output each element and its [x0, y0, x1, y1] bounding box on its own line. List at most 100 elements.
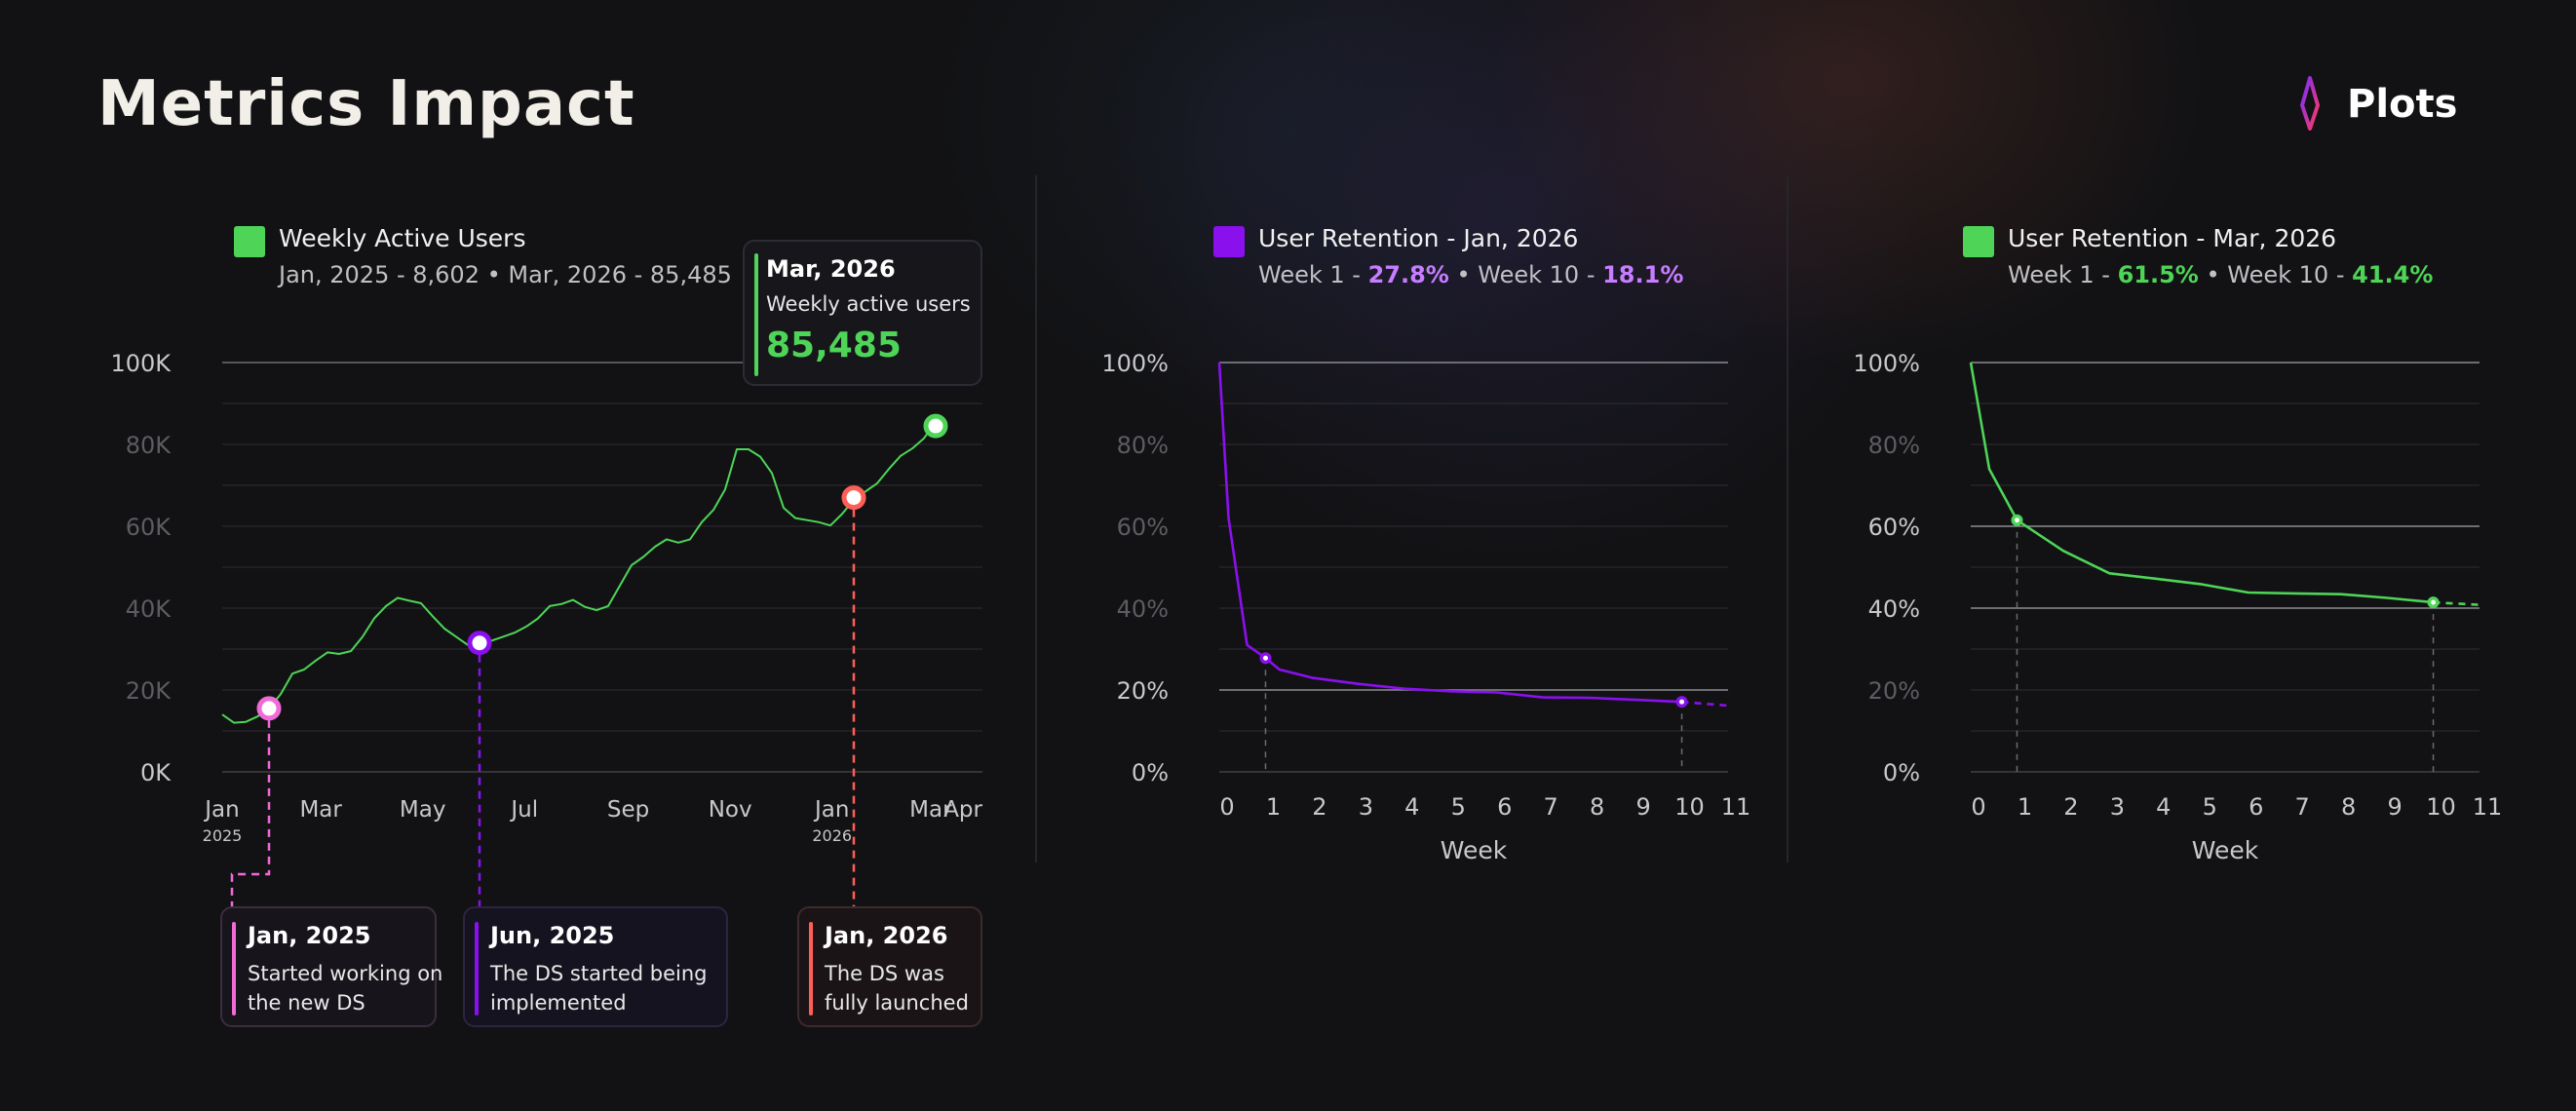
annotation-accent-bar	[232, 922, 236, 1015]
x-tick-label: 0	[1219, 793, 1234, 821]
x-tick-label: Jul	[509, 797, 538, 823]
x-tick-label: 7	[1544, 793, 1558, 821]
y-tick-label: 0%	[1883, 759, 1920, 786]
legend-swatch	[234, 226, 265, 257]
annotation-card: Jan, 2026 The DS was fully launched	[797, 906, 982, 1027]
y-tick-label: 60K	[126, 514, 173, 541]
legend-name: Weekly Active Users	[279, 224, 526, 252]
x-tick-label: 9	[2387, 793, 2402, 821]
series-line-projection	[1681, 700, 1729, 708]
x-tick-label: 0	[1971, 793, 1985, 821]
legend-swatch	[1213, 226, 1245, 257]
annotation-card: Jun, 2025 The DS started being implement…	[463, 906, 728, 1027]
annotation-text: The DS was fully launched	[825, 962, 969, 1015]
x-tick-year: 2026	[812, 826, 852, 845]
plots-logo-icon	[2283, 76, 2337, 131]
x-tick-label: 8	[1590, 793, 1604, 821]
annotation-date: Jun, 2025	[490, 922, 615, 949]
week1-value: 27.8%	[1367, 261, 1449, 288]
panel-divider	[1035, 175, 1037, 862]
y-tick-label: 80%	[1868, 432, 1920, 459]
highlight-point	[467, 631, 492, 656]
brand-name: Plots	[2347, 82, 2458, 127]
connector-line	[230, 719, 271, 911]
week10-value: 41.4%	[2352, 261, 2434, 288]
data-point-center	[1262, 655, 1268, 661]
x-tick-year: 2025	[203, 826, 243, 845]
data-point-center	[2431, 599, 2437, 605]
legend-summary: Week 1 - 27.8% • Week 10 - 18.1%	[1258, 261, 1683, 288]
x-tick-label: 10	[1674, 793, 1705, 821]
week1-value: 61.5%	[2117, 261, 2199, 288]
series-line	[221, 421, 937, 724]
annotation-accent-bar	[475, 922, 479, 1015]
x-tick-label: May	[400, 797, 446, 823]
series-line	[1217, 362, 1682, 704]
x-tick-label: Sep	[607, 797, 649, 823]
x-tick-label: 7	[2295, 793, 2310, 821]
x-tick-label: 11	[2473, 793, 2503, 821]
x-tick-label: Jan	[203, 797, 239, 823]
annotation-card: Jan, 2025 Started working on the new DS	[220, 906, 442, 1027]
legend-name: User Retention - Jan, 2026	[1258, 224, 1579, 252]
x-tick-label: 4	[2156, 793, 2171, 821]
panel-divider	[1787, 175, 1788, 862]
y-tick-label: 40K	[126, 595, 173, 623]
annotation-text: The DS started being implemented	[490, 962, 708, 1015]
data-point-center	[1679, 699, 1685, 705]
y-tick-label: 40%	[1117, 595, 1169, 623]
y-tick-label: 0K	[140, 759, 172, 786]
week10-label: Week 10 -	[2227, 261, 2353, 288]
x-tick-label: 9	[1635, 793, 1650, 821]
week10-label: Week 10 -	[1478, 261, 1603, 288]
tooltip-label: Weekly active users	[766, 292, 971, 316]
week10-value: 18.1%	[1602, 261, 1684, 288]
x-tick-label: 1	[2018, 793, 2032, 821]
data-point-center	[2014, 517, 2019, 523]
x-axis-label: Week	[1441, 836, 1508, 864]
legend-summary: Week 1 - 61.5% • Week 10 - 41.4%	[2008, 261, 2433, 288]
x-tick-label: 10	[2426, 793, 2456, 821]
x-tick-label: Nov	[709, 797, 752, 823]
week1-label: Week 1 -	[1258, 261, 1368, 288]
annotation-date: Jan, 2025	[248, 922, 371, 949]
series-line	[1969, 362, 2434, 604]
x-tick-label: 5	[1451, 793, 1466, 821]
x-tick-label: 4	[1404, 793, 1419, 821]
legend-name: User Retention - Mar, 2026	[2008, 224, 2337, 252]
y-tick-label: 100%	[1853, 350, 1920, 377]
brand: Plots	[2283, 76, 2457, 133]
x-axis-label: Week	[2192, 836, 2259, 864]
x-tick-label: 5	[2203, 793, 2217, 821]
y-tick-label: 40%	[1868, 595, 1920, 623]
x-tick-label: Apr	[943, 797, 982, 823]
x-tick-label: Mar	[299, 797, 342, 823]
tooltip-value: 85,485	[766, 326, 902, 365]
y-tick-label: 80%	[1117, 432, 1169, 459]
y-tick-label: 0%	[1132, 759, 1169, 786]
x-tick-label: 1	[1266, 793, 1281, 821]
tooltip-accent-bar	[754, 253, 758, 376]
annotation-text: Started working on the new DS	[248, 962, 443, 1015]
separator: •	[2198, 261, 2228, 288]
separator: •	[1448, 261, 1479, 288]
annotation-accent-bar	[809, 922, 813, 1015]
highlight-point	[841, 485, 866, 511]
x-tick-label: Jan	[813, 797, 849, 823]
x-tick-label: 2	[1312, 793, 1326, 821]
highlight-point	[923, 413, 948, 439]
x-tick-label: 6	[1497, 793, 1512, 821]
x-tick-label: 11	[1721, 793, 1751, 821]
series-line-projection	[2433, 600, 2480, 606]
y-tick-label: 60%	[1868, 514, 1920, 541]
y-tick-label: 20K	[126, 677, 173, 705]
x-tick-label: Mar	[909, 797, 952, 823]
annotation-date: Jan, 2026	[825, 922, 948, 949]
y-tick-label: 100%	[1101, 350, 1169, 377]
x-tick-label: 6	[2249, 793, 2263, 821]
value-tooltip: Mar, 2026 Weekly active users 85,485	[743, 240, 982, 386]
y-tick-label: 60%	[1117, 514, 1169, 541]
highlight-point	[256, 696, 282, 721]
y-tick-label: 100K	[110, 350, 172, 377]
